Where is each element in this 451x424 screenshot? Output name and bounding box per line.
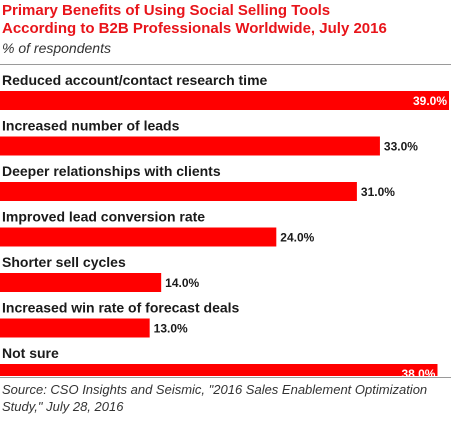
category-label: Increased win rate of forecast deals (2, 300, 240, 316)
category-label: Not sure (2, 345, 59, 361)
source-line-1: Source: CSO Insights and Seismic, "2016 … (2, 382, 428, 397)
category-label: Deeper relationships with clients (2, 163, 221, 179)
bar (0, 364, 438, 376)
chart-title-line-2: According to B2B Professionals Worldwide… (2, 20, 387, 37)
category-label: Improved lead conversion rate (2, 209, 205, 225)
bar (0, 182, 357, 201)
source-line-2: Study," July 28, 2016 (2, 399, 124, 414)
bottom-divider (0, 377, 451, 378)
value-label: 13.0% (154, 322, 188, 336)
chart-source: Source: CSO Insights and Seismic, "2016 … (2, 381, 448, 415)
value-label: 24.0% (280, 231, 314, 245)
category-label: Increased number of leads (2, 118, 180, 134)
bar (0, 91, 449, 110)
bar (0, 227, 277, 247)
bar (0, 136, 380, 156)
top-divider (0, 64, 451, 65)
bar (0, 273, 162, 292)
value-label: 38.0% (401, 367, 435, 376)
category-label: Shorter sell cycles (2, 254, 126, 270)
chart-subtitle: % of respondents (2, 40, 111, 56)
value-label: 39.0% (413, 94, 447, 108)
chart-title: Primary Benefits of Using Social Selling… (2, 2, 451, 38)
value-label: 31.0% (361, 185, 395, 199)
bar (0, 318, 150, 338)
chart-title-line-1: Primary Benefits of Using Social Selling… (2, 2, 331, 19)
category-label: Reduced account/contact research time (2, 72, 268, 88)
bar-chart: Reduced account/contact research time 39.… (0, 72, 449, 376)
value-label: 14.0% (165, 276, 199, 290)
value-label: 33.0% (384, 140, 418, 154)
